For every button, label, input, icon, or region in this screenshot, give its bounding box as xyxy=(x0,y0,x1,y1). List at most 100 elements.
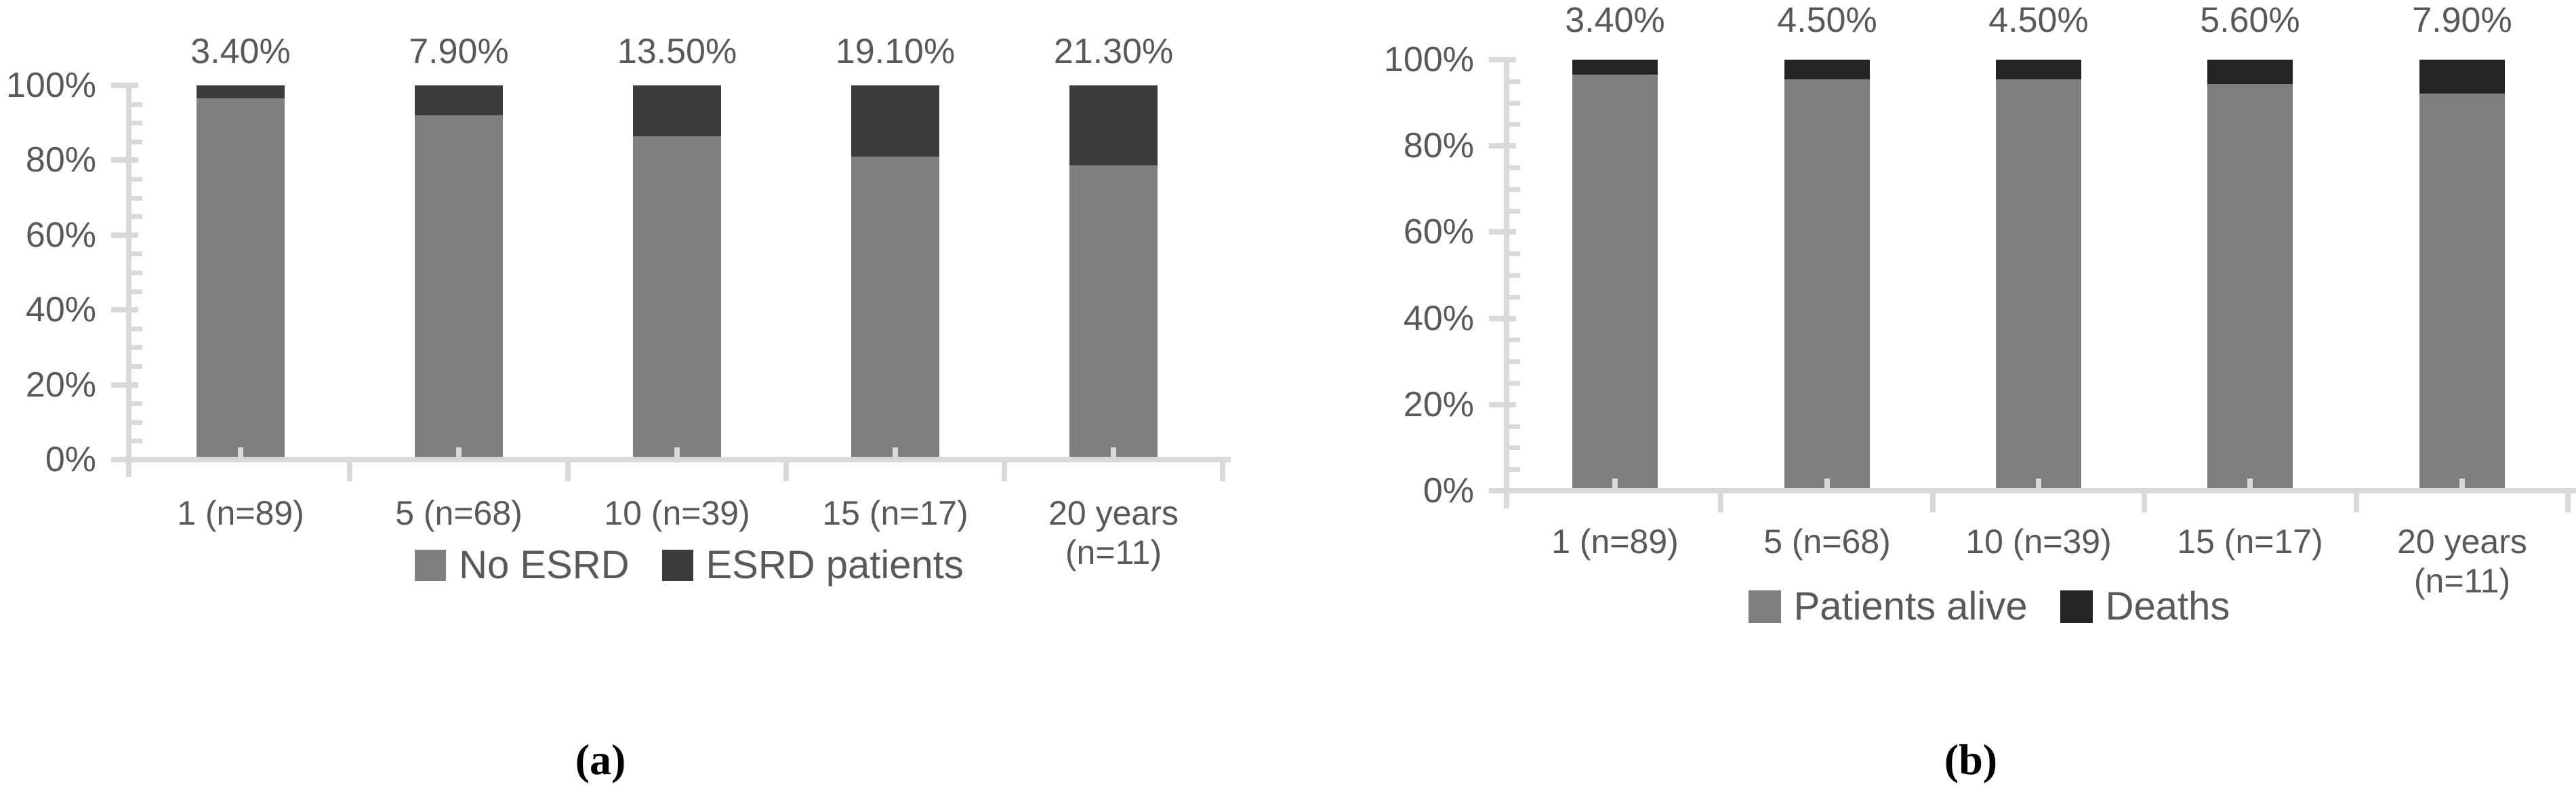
y-major-tick xyxy=(1489,57,1516,62)
y-tick-label: 40% xyxy=(1403,299,1474,338)
y-minor-tick xyxy=(130,102,142,107)
y-minor-tick xyxy=(130,251,142,256)
y-minor-tick xyxy=(130,121,142,125)
y-tick-label: 20% xyxy=(1403,385,1474,424)
bar-segment-3-top xyxy=(1996,60,2081,79)
bar-value-label: 4.50% xyxy=(1777,1,1877,40)
y-major-tick xyxy=(1489,316,1516,321)
legend-swatch xyxy=(1748,590,1781,623)
legend-swatch xyxy=(2060,590,2093,623)
bar-center-tick xyxy=(1612,479,1618,489)
bar-segment-3-top xyxy=(633,85,721,136)
y-minor-tick xyxy=(130,327,142,331)
bar-value-label: 5.60% xyxy=(2200,1,2300,40)
bar-segment-2-top xyxy=(1784,60,1870,79)
x-boundary-tick xyxy=(2142,493,2147,512)
bar-segment-4-top xyxy=(851,85,939,157)
x-boundary-tick xyxy=(1718,493,1723,512)
bar-segment-1-top xyxy=(1572,60,1658,75)
y-major-tick xyxy=(111,232,138,238)
bar-segment-5-top xyxy=(1069,85,1158,165)
y-axis-line xyxy=(126,83,131,477)
y-minor-tick xyxy=(1508,424,1520,429)
y-minor-tick xyxy=(1508,165,1520,170)
x-category-label: 5 (n=68) xyxy=(395,494,523,532)
bar-center-tick xyxy=(456,447,462,458)
y-minor-tick xyxy=(1508,445,1520,450)
x-boundary-tick xyxy=(783,462,789,481)
y-tick-label: 20% xyxy=(25,365,96,405)
y-tick-label: 60% xyxy=(1403,212,1474,251)
y-minor-tick xyxy=(1508,209,1520,214)
y-tick-label: 40% xyxy=(25,290,96,329)
y-minor-tick xyxy=(1508,79,1520,84)
bar-value-label: 21.30% xyxy=(1053,32,1174,71)
bar-center-tick xyxy=(2247,479,2253,489)
bar-value-label: 3.40% xyxy=(1565,1,1665,40)
y-minor-tick xyxy=(1508,338,1520,342)
x-category-label: 5 (n=68) xyxy=(1763,523,1891,561)
y-minor-tick xyxy=(1508,251,1520,256)
bar-center-tick xyxy=(2459,479,2465,489)
legend-swatch xyxy=(415,550,447,581)
y-major-tick xyxy=(111,157,138,163)
legend-item: Patients alive xyxy=(1748,584,2028,628)
legend-item: ESRD patients xyxy=(661,543,964,587)
bar-center-tick xyxy=(2036,479,2041,489)
x-boundary-tick xyxy=(565,462,571,481)
bar-segment-2-base xyxy=(1784,79,1870,491)
bar-segment-1-base xyxy=(1572,75,1658,491)
y-major-tick xyxy=(111,83,138,88)
x-category-label: 15 (n=17) xyxy=(2177,523,2323,561)
y-minor-tick xyxy=(130,345,142,350)
y-tick-label: 100% xyxy=(6,66,96,105)
x-boundary-tick xyxy=(2565,493,2571,512)
legend-label: No ESRD xyxy=(459,543,630,587)
legend-swatch xyxy=(661,550,693,581)
x-boundary-tick xyxy=(1930,493,1936,512)
x-category-label: 1 (n=89) xyxy=(177,494,304,532)
x-boundary-tick xyxy=(2354,493,2359,512)
bar-segment-5-base xyxy=(2419,94,2505,491)
x-axis-line xyxy=(113,457,1231,462)
bar-segment-2-base xyxy=(415,115,503,460)
legend: No ESRD ESRD patients xyxy=(144,542,1235,588)
y-minor-tick xyxy=(130,401,142,406)
bar-segment-1-base xyxy=(197,98,285,460)
y-minor-tick xyxy=(1508,101,1520,106)
x-axis-line xyxy=(1490,488,2576,493)
y-tick-label: 100% xyxy=(1384,40,1474,79)
x-category-label: 20 years (n=11) xyxy=(2397,523,2527,600)
bar-segment-2-top xyxy=(415,85,503,115)
bar-value-label: 7.90% xyxy=(409,32,509,71)
bar-value-label: 4.50% xyxy=(1988,1,2089,40)
y-tick-label: 80% xyxy=(1403,126,1474,165)
bar-segment-1-top xyxy=(197,85,285,98)
bar-value-label: 7.90% xyxy=(2412,1,2512,40)
caption-b: (b) xyxy=(1944,735,1998,784)
x-boundary-tick xyxy=(347,462,352,481)
legend-label: Deaths xyxy=(2105,584,2230,628)
x-category-label: 1 (n=89) xyxy=(1551,523,1679,561)
y-minor-tick xyxy=(130,420,142,425)
y-major-tick xyxy=(111,307,138,312)
legend-item: Deaths xyxy=(2060,585,2230,628)
y-minor-tick xyxy=(1508,295,1520,300)
y-major-tick xyxy=(1489,402,1516,407)
y-tick-label: 0% xyxy=(1423,471,1474,510)
legend-label: Patients alive xyxy=(1793,584,2028,628)
legend-label: ESRD patients xyxy=(706,543,964,587)
bar-center-tick xyxy=(1111,447,1116,458)
y-minor-tick xyxy=(130,289,142,294)
x-category-label: 20 years (n=11) xyxy=(1048,494,1179,571)
y-minor-tick xyxy=(130,214,142,219)
bar-segment-5-top xyxy=(2419,60,2505,94)
bar-center-tick xyxy=(1824,479,1830,489)
bar-segment-4-base xyxy=(851,157,939,460)
x-category-label: 10 (n=39) xyxy=(604,494,750,532)
legend-item: No ESRD xyxy=(415,543,630,587)
y-minor-tick xyxy=(130,196,142,201)
y-minor-tick xyxy=(130,270,142,275)
